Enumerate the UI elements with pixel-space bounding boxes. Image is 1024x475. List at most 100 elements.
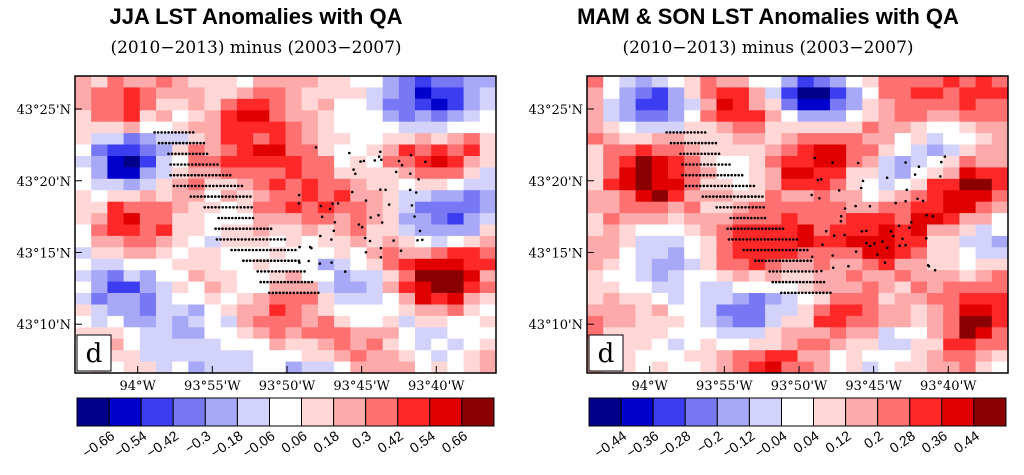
heatmap-cell bbox=[975, 110, 993, 123]
station-dot bbox=[332, 229, 336, 233]
heatmap-cell bbox=[975, 201, 993, 214]
station-dot bbox=[755, 206, 758, 209]
station-dot bbox=[237, 248, 240, 252]
station-dot bbox=[285, 291, 289, 295]
station-dot bbox=[266, 280, 269, 284]
heatmap-cell bbox=[651, 190, 669, 203]
station-dot bbox=[759, 238, 763, 241]
heatmap-cell bbox=[862, 156, 880, 169]
station-dot bbox=[810, 193, 813, 197]
colorbar-swatch bbox=[716, 397, 750, 427]
heatmap-cell bbox=[398, 235, 416, 248]
heatmap-cell bbox=[398, 144, 416, 157]
heatmap-cell bbox=[927, 270, 944, 283]
heatmap-cell bbox=[716, 270, 734, 283]
heatmap-cell bbox=[797, 304, 815, 317]
heatmap-cell bbox=[447, 224, 465, 237]
station-dot bbox=[779, 270, 782, 273]
station-dot bbox=[752, 184, 756, 188]
heatmap-cell bbox=[635, 281, 653, 294]
station-dot bbox=[233, 238, 237, 241]
station-dot bbox=[710, 163, 713, 166]
heatmap-cell bbox=[301, 281, 319, 294]
heatmap-cell bbox=[415, 304, 432, 317]
heatmap-cell bbox=[748, 98, 766, 111]
station-dot bbox=[763, 216, 767, 220]
heatmap-cell bbox=[684, 201, 702, 214]
heatmap-cell bbox=[975, 315, 993, 328]
heatmap-cell bbox=[75, 213, 92, 226]
heatmap-cell bbox=[334, 133, 351, 146]
heatmap-cell bbox=[927, 293, 944, 306]
heatmap-cell bbox=[910, 224, 928, 237]
heatmap-cell bbox=[220, 293, 238, 306]
station-dot bbox=[190, 163, 194, 166]
heatmap-cell bbox=[447, 361, 465, 373]
station-dot bbox=[716, 184, 720, 188]
heatmap-cell bbox=[188, 258, 206, 271]
heatmap-cell bbox=[220, 327, 238, 340]
heatmap-cell bbox=[732, 110, 750, 123]
heatmap-cell bbox=[398, 87, 416, 100]
colorbar-label: 0.3 bbox=[349, 427, 374, 451]
heatmap-cell bbox=[878, 361, 896, 373]
heatmap-cell bbox=[991, 327, 1008, 340]
heatmap-cell bbox=[463, 270, 481, 283]
heatmap-cell bbox=[781, 167, 799, 180]
heatmap-cell bbox=[172, 258, 190, 271]
heatmap-cell bbox=[91, 167, 109, 180]
heatmap-cell bbox=[75, 98, 92, 111]
heatmap-cell bbox=[188, 293, 206, 306]
heatmap-cell bbox=[107, 156, 125, 169]
station-dot bbox=[262, 227, 266, 230]
heatmap-cell bbox=[797, 110, 815, 123]
station-dot bbox=[424, 160, 427, 164]
heatmap-cell bbox=[619, 315, 637, 328]
heatmap-cell bbox=[748, 361, 766, 373]
station-dot bbox=[734, 238, 738, 241]
station-dot bbox=[211, 173, 214, 177]
station-dot bbox=[761, 195, 764, 198]
station-dot bbox=[771, 280, 774, 284]
heatmap-cell bbox=[651, 167, 669, 180]
station-dot bbox=[285, 270, 288, 273]
heatmap-cell bbox=[894, 315, 912, 328]
heatmap-cell bbox=[910, 258, 928, 271]
heatmap-cell bbox=[236, 87, 254, 100]
station-dot bbox=[300, 280, 304, 284]
heatmap-cell bbox=[123, 270, 141, 283]
heatmap-cell bbox=[748, 304, 766, 317]
station-dot bbox=[279, 280, 283, 284]
heatmap-cell bbox=[635, 327, 653, 340]
heatmap-cell bbox=[139, 315, 157, 328]
station-dot bbox=[179, 184, 183, 188]
heatmap-cell bbox=[894, 213, 912, 226]
colorbar-label: −0.44 bbox=[591, 427, 629, 461]
heatmap-cell bbox=[668, 190, 685, 203]
station-dot bbox=[195, 152, 198, 156]
station-dot bbox=[749, 238, 752, 241]
station-dot bbox=[811, 270, 815, 273]
heatmap-cell bbox=[668, 201, 685, 214]
heatmap-cell bbox=[829, 156, 847, 169]
heatmap-cell bbox=[172, 224, 190, 237]
heatmap-cell bbox=[797, 293, 815, 306]
heatmap-cell bbox=[188, 338, 206, 351]
heatmap-cell bbox=[651, 178, 669, 191]
heatmap-cell bbox=[975, 247, 993, 260]
heatmap-cell bbox=[398, 293, 416, 306]
heatmap-cell bbox=[91, 178, 109, 191]
station-dot bbox=[829, 291, 832, 295]
x-tick-label: 93°45'W bbox=[845, 379, 902, 394]
heatmap-cell bbox=[716, 361, 734, 373]
heatmap-cell bbox=[813, 293, 831, 306]
heatmap-cell bbox=[236, 121, 254, 134]
heatmap-cell bbox=[269, 327, 287, 340]
heatmap-cell bbox=[139, 304, 157, 317]
heatmap-cell bbox=[317, 121, 335, 134]
station-dot bbox=[788, 259, 792, 263]
heatmap-cell bbox=[797, 327, 815, 340]
heatmap-cell bbox=[829, 178, 847, 191]
station-dot bbox=[258, 238, 262, 241]
heatmap-cell bbox=[846, 190, 863, 203]
